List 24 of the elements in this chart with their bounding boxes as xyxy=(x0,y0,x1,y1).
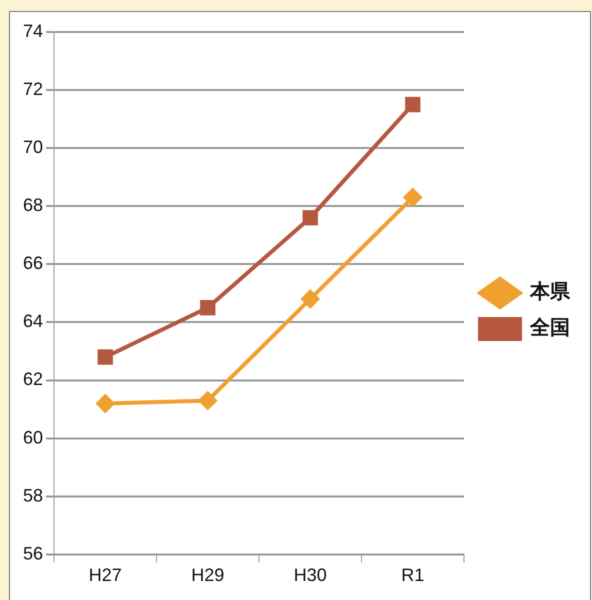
y-tick-label: 64 xyxy=(22,311,44,332)
point xyxy=(302,210,318,226)
y-tick-label: 70 xyxy=(22,137,44,158)
point xyxy=(404,188,422,206)
y-tick-label: 72 xyxy=(22,79,44,100)
legend-label: 全国 xyxy=(529,315,570,340)
y-tick-label: 56 xyxy=(22,543,44,564)
x-tick-label: H27 xyxy=(88,565,122,586)
point xyxy=(301,290,320,308)
x-tick-label: R1 xyxy=(401,565,424,586)
point xyxy=(200,300,216,316)
y-tick-label: 74 xyxy=(22,20,44,41)
point xyxy=(96,394,114,412)
y-tick-label: 68 xyxy=(22,195,44,216)
point xyxy=(98,349,113,365)
x-tick-label: H29 xyxy=(191,565,224,586)
y-tick-label: 60 xyxy=(22,427,44,448)
legend-label: 本県 xyxy=(529,279,571,304)
point xyxy=(405,96,420,112)
y-tick-label: 62 xyxy=(22,369,44,390)
point xyxy=(198,392,217,410)
y-tick-label: 66 xyxy=(22,253,44,274)
y-tick-label: 58 xyxy=(22,485,44,506)
x-tick-label: H30 xyxy=(294,565,327,586)
